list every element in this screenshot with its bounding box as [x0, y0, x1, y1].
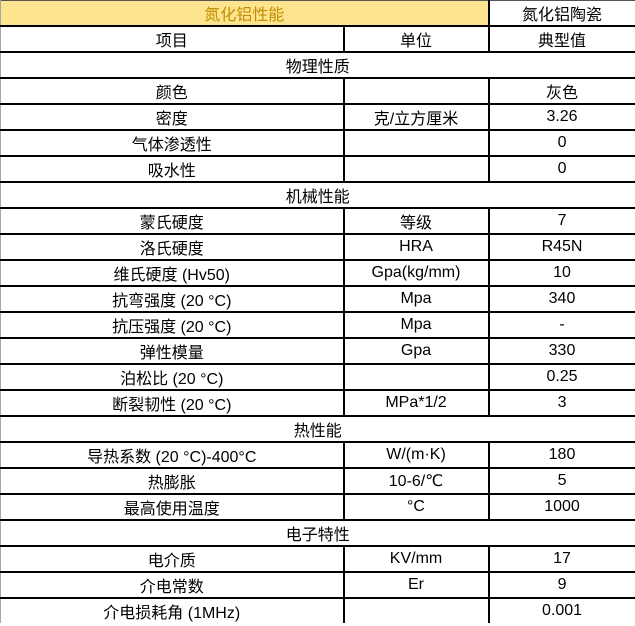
property-name-cell: 抗弯强度 (20 °C)	[0, 285, 345, 313]
table-row: 气体渗透性 0	[0, 129, 635, 157]
table-row: 颜色 灰色	[0, 77, 635, 105]
value-cell: 330	[487, 337, 635, 365]
table-row: 最高使用温度 °C 1000	[0, 493, 635, 521]
value-cell: 340	[487, 285, 635, 313]
value-cell: R45N	[487, 233, 635, 261]
section-title: 物理性质	[0, 51, 635, 79]
value-cell: 0.001	[487, 597, 635, 623]
table-row: 抗压强度 (20 °C) Mpa -	[0, 311, 635, 339]
table-row: 弹性模量 Gpa 330	[0, 337, 635, 365]
property-name-cell: 密度	[0, 103, 345, 131]
unit-cell	[342, 597, 490, 623]
column-header-item: 项目	[0, 25, 345, 53]
property-name-cell: 蒙氏硬度	[0, 207, 345, 235]
section-title: 机械性能	[0, 181, 635, 209]
table-row: 蒙氏硬度 等级 7	[0, 207, 635, 235]
property-name-cell: 电介质	[0, 545, 345, 573]
value-cell: 5	[487, 467, 635, 495]
property-name-cell: 泊松比 (20 °C)	[0, 363, 345, 391]
section-row: 物理性质	[0, 51, 635, 79]
table-row: 吸水性 0	[0, 155, 635, 183]
property-name-cell: 维氏硬度 (Hv50)	[0, 259, 345, 287]
section-row: 电子特性	[0, 519, 635, 547]
table-title-cell: 氮化铝性能	[0, 0, 490, 27]
table-row: 电介质 KV/mm 17	[0, 545, 635, 573]
unit-cell: KV/mm	[342, 545, 490, 573]
unit-cell	[342, 155, 490, 183]
unit-cell: 10-6/℃	[342, 467, 490, 495]
property-name-cell: 吸水性	[0, 155, 345, 183]
property-name-cell: 介电损耗角 (1MHz)	[0, 597, 345, 623]
property-name-cell: 最高使用温度	[0, 493, 345, 521]
column-header-unit: 单位	[342, 25, 490, 53]
property-name-cell: 弹性模量	[0, 337, 345, 365]
column-header-typical-value: 典型值	[487, 25, 635, 53]
table-row: 洛氏硬度 HRA R45N	[0, 233, 635, 261]
table-row: 导热系数 (20 °C)-400°C W/(m·K) 180	[0, 441, 635, 469]
section-row: 热性能	[0, 415, 635, 443]
value-cell: 3.26	[487, 103, 635, 131]
unit-cell	[342, 129, 490, 157]
value-cell: 17	[487, 545, 635, 573]
value-cell: 1000	[487, 493, 635, 521]
property-name-cell: 抗压强度 (20 °C)	[0, 311, 345, 339]
unit-cell: Mpa	[342, 285, 490, 313]
table-row: 密度 克/立方厘米 3.26	[0, 103, 635, 131]
section-row: 机械性能	[0, 181, 635, 209]
product-name-cell: 氮化铝陶瓷	[487, 0, 635, 27]
unit-cell: Er	[342, 571, 490, 599]
property-name-cell: 断裂韧性 (20 °C)	[0, 389, 345, 417]
table-row: 热膨胀 10-6/℃ 5	[0, 467, 635, 495]
table-row: 维氏硬度 (Hv50) Gpa(kg/mm) 10	[0, 259, 635, 287]
title-row: 氮化铝性能 氮化铝陶瓷	[0, 0, 635, 27]
section-title: 热性能	[0, 415, 635, 443]
value-cell: 180	[487, 441, 635, 469]
value-cell: 0.25	[487, 363, 635, 391]
property-name-cell: 颜色	[0, 77, 345, 105]
unit-cell: HRA	[342, 233, 490, 261]
value-cell: 灰色	[487, 77, 635, 105]
unit-cell	[342, 77, 490, 105]
property-name-cell: 介电常数	[0, 571, 345, 599]
table-row: 介电损耗角 (1MHz) 0.001	[0, 597, 635, 623]
table-row: 断裂韧性 (20 °C) MPa*1/2 3	[0, 389, 635, 417]
value-cell: 0	[487, 155, 635, 183]
unit-cell: Mpa	[342, 311, 490, 339]
value-cell: 9	[487, 571, 635, 599]
value-cell: 0	[487, 129, 635, 157]
unit-cell: 克/立方厘米	[342, 103, 490, 131]
property-name-cell: 气体渗透性	[0, 129, 345, 157]
unit-cell	[342, 363, 490, 391]
unit-cell: W/(m·K)	[342, 441, 490, 469]
table-row: 抗弯强度 (20 °C) Mpa 340	[0, 285, 635, 313]
column-header-row: 项目 单位 典型值	[0, 25, 635, 53]
value-cell: 10	[487, 259, 635, 287]
property-name-cell: 导热系数 (20 °C)-400°C	[0, 441, 345, 469]
value-cell: 3	[487, 389, 635, 417]
property-name-cell: 热膨胀	[0, 467, 345, 495]
property-name-cell: 洛氏硬度	[0, 233, 345, 261]
section-title: 电子特性	[0, 519, 635, 547]
unit-cell: MPa*1/2	[342, 389, 490, 417]
value-cell: 7	[487, 207, 635, 235]
table-row: 介电常数 Er 9	[0, 571, 635, 599]
unit-cell: Gpa	[342, 337, 490, 365]
table-row: 泊松比 (20 °C) 0.25	[0, 363, 635, 391]
unit-cell: 等级	[342, 207, 490, 235]
unit-cell: °C	[342, 493, 490, 521]
value-cell: -	[487, 311, 635, 339]
unit-cell: Gpa(kg/mm)	[342, 259, 490, 287]
